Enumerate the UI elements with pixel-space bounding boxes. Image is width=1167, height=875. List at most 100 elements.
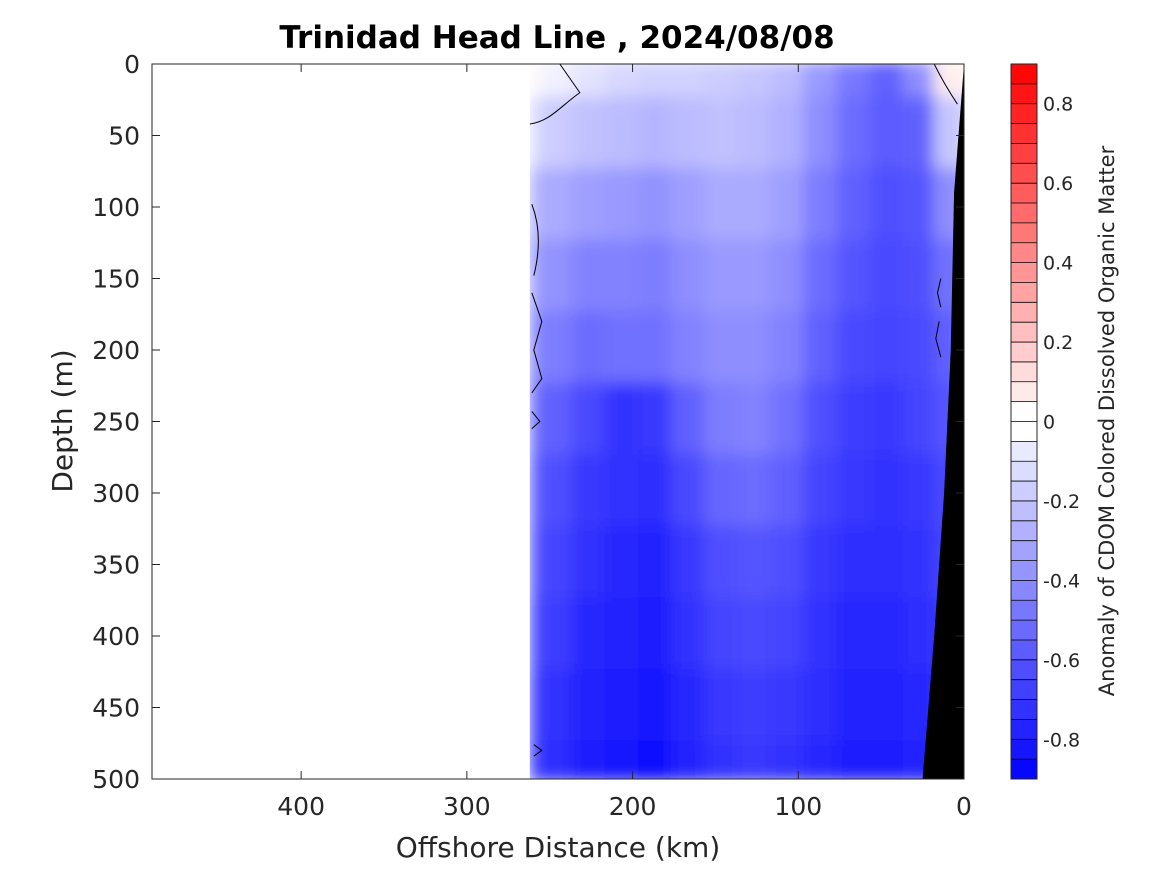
- anomaly-cell: [869, 740, 909, 779]
- colorbar-tick-label: 0.4: [1043, 253, 1073, 275]
- y-tick-label: 200: [92, 336, 140, 365]
- anomaly-cell: [836, 525, 876, 604]
- anomaly-cell: [836, 382, 876, 461]
- colorbar-swatch: [1011, 639, 1037, 661]
- colorbar-swatch: [1011, 481, 1037, 502]
- colorbar-swatch: [1011, 560, 1037, 581]
- anomaly-cell: [671, 168, 711, 246]
- anomaly-cell: [571, 311, 611, 389]
- plot-area: [152, 64, 964, 779]
- colorbar-swatch: [1011, 302, 1037, 323]
- anomaly-cell: [770, 168, 810, 246]
- anomaly-cell: [869, 239, 909, 318]
- anomaly-cell: [540, 168, 578, 246]
- anomaly-cell: [540, 740, 578, 779]
- anomaly-cell: [737, 311, 777, 389]
- x-tick-label: 100: [774, 792, 822, 821]
- anomaly-cell: [637, 668, 677, 747]
- colorbar-swatch: [1011, 203, 1037, 224]
- anomaly-cell: [637, 311, 677, 389]
- y-tick-label: 100: [92, 193, 140, 222]
- anomaly-cell: [869, 382, 909, 461]
- zero-contour: [529, 64, 581, 125]
- anomaly-cell: [571, 597, 611, 675]
- anomaly-cell: [737, 64, 777, 103]
- anomaly-cell: [803, 168, 843, 246]
- no-data-region: [152, 64, 530, 779]
- colorbar-tick-label: -0.4: [1043, 570, 1080, 592]
- anomaly-cell: [869, 668, 909, 747]
- anomaly-cell: [604, 382, 644, 461]
- colorbar-swatch: [1011, 342, 1037, 363]
- colorbar: [1010, 63, 1038, 780]
- anomaly-cell: [571, 168, 611, 246]
- colorbar-swatch: [1011, 540, 1037, 562]
- anomaly-cell: [770, 64, 810, 103]
- anomaly-cell: [869, 311, 909, 389]
- anomaly-cell: [803, 668, 843, 747]
- zero-contour: [533, 744, 543, 757]
- anomaly-cell: [604, 525, 644, 604]
- zero-contour: [531, 411, 541, 430]
- anomaly-cell: [704, 311, 744, 389]
- anomaly-cell: [571, 525, 611, 604]
- anomaly-cell: [869, 64, 909, 103]
- colorbar-swatch: [1011, 659, 1037, 681]
- anomaly-cell: [803, 525, 843, 604]
- anomaly-cell: [671, 454, 711, 532]
- colorbar-swatch: [1011, 699, 1037, 720]
- anomaly-cell: [571, 382, 611, 461]
- anomaly-cell: [637, 239, 677, 318]
- anomaly-cell: [704, 239, 744, 318]
- colorbar-swatch: [1011, 222, 1037, 244]
- anomaly-cell: [704, 96, 744, 175]
- anomaly-cell: [869, 168, 909, 246]
- anomaly-cell: [803, 597, 843, 675]
- anomaly-cell: [704, 668, 744, 747]
- colorbar-tick-label: -0.8: [1043, 729, 1080, 751]
- y-tick-label: 0: [124, 50, 140, 79]
- zero-contour: [933, 64, 958, 105]
- anomaly-cell: [671, 96, 711, 175]
- anomaly-cell: [770, 239, 810, 318]
- anomaly-cell: [671, 382, 711, 461]
- anomaly-cell: [540, 239, 578, 318]
- anomaly-cell: [604, 740, 644, 779]
- anomaly-cell: [770, 382, 810, 461]
- x-axis-ticks: 400 300 200 100 0: [277, 64, 972, 821]
- anomaly-cell: [737, 168, 777, 246]
- colorbar-swatch: [1011, 143, 1037, 164]
- anomaly-cell: [540, 382, 578, 461]
- anomaly-cell: [770, 454, 810, 532]
- anomaly-cell: [671, 311, 711, 389]
- y-tick-label: 350: [92, 551, 140, 580]
- anomaly-cell: [671, 239, 711, 318]
- anomaly-cell: [770, 668, 810, 747]
- colorbar-tick-label: -0.2: [1043, 491, 1080, 513]
- anomaly-cell: [637, 740, 677, 779]
- anomaly-cell: [671, 597, 711, 675]
- y-tick-label: 450: [92, 694, 140, 723]
- x-tick-label: 400: [277, 792, 325, 821]
- colorbar-swatch: [1011, 679, 1037, 701]
- colorbar-swatch: [1011, 580, 1037, 601]
- anomaly-cell: [903, 64, 940, 103]
- anomaly-cell: [903, 525, 940, 604]
- colorbar-swatch: [1011, 719, 1037, 740]
- anomaly-cell: [637, 64, 677, 103]
- x-tick-label: 300: [443, 792, 491, 821]
- seafloor-mask: [922, 64, 964, 779]
- anomaly-field: [152, 64, 964, 779]
- anomaly-cell: [770, 96, 810, 175]
- colorbar-tick-label: 0: [1043, 412, 1055, 434]
- anomaly-cell: [571, 239, 611, 318]
- anomaly-cell: [803, 740, 843, 779]
- anomaly-cell: [671, 668, 711, 747]
- colorbar-swatch: [1011, 242, 1037, 264]
- y-tick-label: 400: [92, 622, 140, 651]
- anomaly-cell: [737, 525, 777, 604]
- anomaly-cell: [803, 454, 843, 532]
- anomaly-cell: [803, 96, 843, 175]
- colorbar-swatch: [1011, 739, 1037, 760]
- anomaly-cell: [604, 454, 644, 532]
